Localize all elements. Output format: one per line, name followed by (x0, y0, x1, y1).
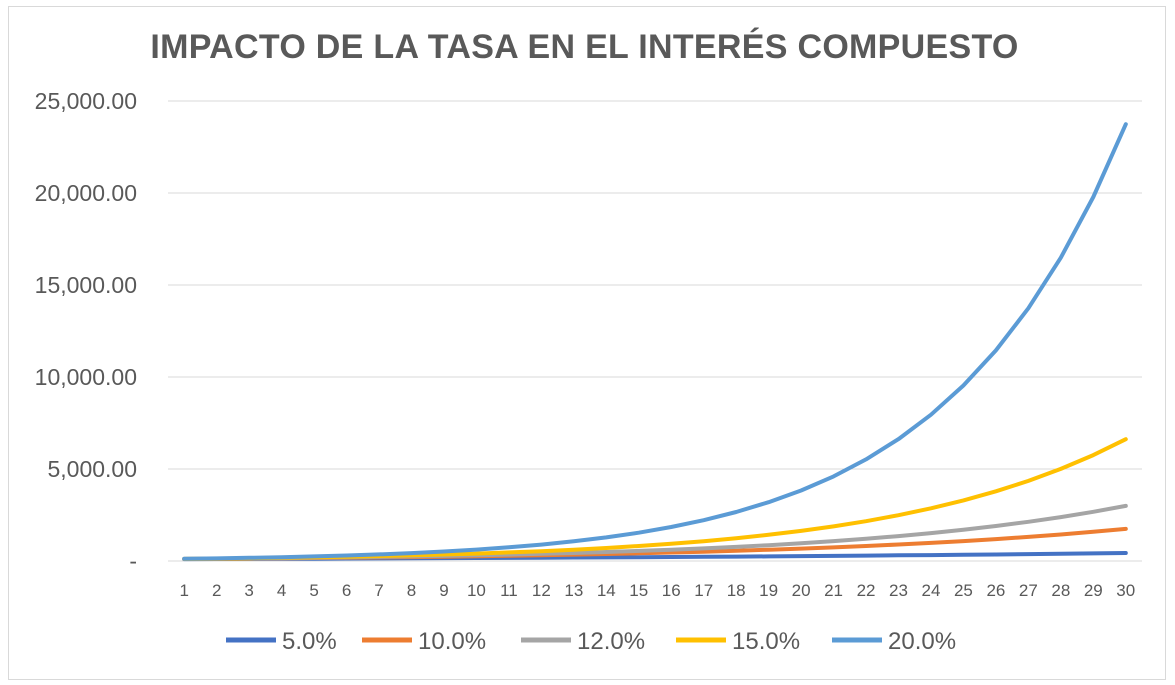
y-tick-label: 10,000.00 (35, 364, 137, 390)
legend-label: 20.0% (888, 628, 956, 655)
x-tick-label: 25 (954, 581, 973, 600)
x-tick-label: 10 (467, 581, 486, 600)
x-tick-label: 27 (1019, 581, 1038, 600)
x-tick-label: 30 (1116, 581, 1135, 600)
y-tick-label: 25,000.00 (35, 88, 137, 114)
x-tick-label: 9 (439, 581, 448, 600)
x-tick-label: 15 (629, 581, 648, 600)
legend-label: 5.0% (282, 628, 337, 655)
legend-label: 12.0% (577, 628, 645, 655)
x-tick-label: 22 (857, 581, 876, 600)
x-tick-label: 4 (277, 581, 286, 600)
x-tick-label: 6 (342, 581, 351, 600)
x-tick-label: 21 (824, 581, 843, 600)
x-tick-label: 19 (759, 581, 778, 600)
chart-title: IMPACTO DE LA TASA EN EL INTERÉS COMPUES… (150, 28, 1019, 66)
series-line (182, 122, 1128, 561)
series-layer (182, 122, 1128, 562)
x-tick-label: 7 (374, 581, 383, 600)
x-tick-label: 1 (179, 581, 188, 600)
x-tick-label: 20 (792, 581, 811, 600)
x-tick-label: 5 (309, 581, 318, 600)
x-tick-label: 2 (212, 581, 221, 600)
grid-layer (168, 100, 1142, 562)
x-tick-label: 12 (532, 581, 551, 600)
y-tick-label: 15,000.00 (35, 272, 137, 298)
x-tick-label: 18 (727, 581, 746, 600)
x-tick-label: 29 (1084, 581, 1103, 600)
y-tick-label: 20,000.00 (35, 180, 137, 206)
legend-label: 10.0% (418, 628, 486, 655)
x-tick-label: 16 (662, 581, 681, 600)
y-axis-ticks: - 5,000.00 10,000.00 15,000.00 20,000.00 25,0… (35, 88, 137, 574)
legend-label: 15.0% (732, 628, 800, 655)
legend: 5.0% 10.0% 12.0% 15.0% 20.0% (226, 628, 956, 655)
x-tick-label: 17 (694, 581, 713, 600)
x-tick-label: 14 (597, 581, 616, 600)
x-tick-label: 23 (889, 581, 908, 600)
y-tick-label: - (129, 548, 137, 574)
chart-frame (8, 6, 1166, 680)
x-tick-label: 8 (407, 581, 416, 600)
x-tick-label: 13 (564, 581, 583, 600)
x-axis-ticks: 1 2 3 4 5 6 7 8 9 10 11 12 13 14 15 16 17 18 19 20 21 22 23 24 2… (179, 581, 1135, 600)
x-tick-label: 3 (244, 581, 253, 600)
x-tick-label: 28 (1051, 581, 1070, 600)
x-tick-label: 24 (922, 581, 941, 600)
series-line (182, 503, 1128, 561)
x-tick-label: 11 (500, 581, 518, 600)
y-tick-label: 5,000.00 (47, 456, 137, 482)
x-tick-label: 26 (986, 581, 1005, 600)
